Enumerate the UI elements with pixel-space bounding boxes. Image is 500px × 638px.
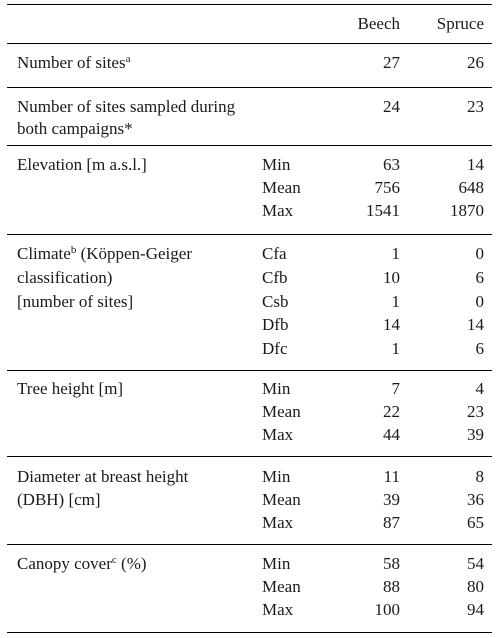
cell-spruce: 6 (475, 339, 485, 358)
top-rule (7, 4, 492, 5)
cell-beech: 14 (383, 315, 400, 334)
sub-label: Csb (262, 292, 289, 311)
cell-spruce: 39 (467, 425, 484, 444)
sub-label: Min (262, 379, 291, 398)
cell-beech: 1 (391, 244, 401, 263)
sub-label: Mean (262, 402, 301, 421)
sub-label: Min (262, 155, 291, 174)
sub-label: Mean (262, 178, 301, 197)
header-beech: Beech (357, 14, 400, 33)
cell-beech: 1 (391, 339, 401, 358)
header-rule (7, 43, 492, 44)
bottom-rule (7, 632, 492, 633)
cell-spruce: 54 (467, 554, 484, 573)
row-label-canopy-cover: Canopy coverc (%) (17, 554, 147, 573)
sub-label: Mean (262, 490, 301, 509)
cell-spruce: 80 (467, 577, 484, 596)
cell-beech: 22 (383, 402, 400, 421)
sub-label: Dfc (262, 339, 288, 358)
sub-label: Max (262, 513, 294, 532)
row-divider (7, 87, 492, 88)
cell-spruce: 4 (475, 379, 485, 398)
row-divider (7, 456, 492, 457)
cell-beech: 39 (383, 490, 400, 509)
sub-label: Mean (262, 577, 301, 596)
cell-spruce: 14 (467, 155, 484, 174)
cell-beech: 87 (383, 513, 400, 532)
sub-label: Max (262, 201, 294, 220)
cell-beech: 88 (383, 577, 400, 596)
cell-beech: 58 (383, 554, 400, 573)
cell-spruce: 26 (467, 53, 484, 72)
cell-spruce: 65 (467, 513, 484, 532)
row-label-dbh-line1: Diameter at breast height (17, 467, 189, 486)
cell-spruce: 0 (475, 292, 485, 311)
row-divider (7, 544, 492, 545)
row-label-climate-line2: classification) (17, 268, 113, 287)
row-label-climate-line1: Climateb (Köppen-Geiger (17, 244, 192, 263)
row-divider (7, 234, 492, 235)
row-label-tree-height: Tree height [m] (17, 379, 124, 398)
cell-beech: 11 (383, 467, 400, 486)
cell-spruce: 0 (475, 244, 485, 263)
cell-spruce: 8 (475, 467, 485, 486)
row-divider (7, 145, 492, 146)
cell-spruce: 6 (475, 268, 485, 287)
row-label-sites: Number of sitesa (17, 53, 131, 72)
row-label-elevation: Elevation [m a.s.l.] (17, 155, 147, 174)
cell-spruce: 648 (458, 178, 485, 197)
header-spruce: Spruce (436, 14, 484, 33)
cell-beech: 24 (383, 97, 400, 116)
cell-beech: 63 (383, 155, 400, 174)
row-label-climate-line3: [number of sites] (17, 292, 134, 311)
cell-spruce: 14 (467, 315, 484, 334)
cell-beech: 756 (374, 178, 401, 197)
cell-beech: 7 (391, 379, 401, 398)
cell-spruce: 23 (467, 97, 484, 116)
sub-label: Min (262, 554, 291, 573)
row-divider (7, 370, 492, 371)
row-label-sampled-line1: Number of sites sampled during (17, 97, 236, 116)
sub-label: Max (262, 425, 294, 444)
sub-label: Min (262, 467, 291, 486)
cell-beech: 44 (383, 425, 400, 444)
sub-label: Max (262, 600, 294, 619)
cell-spruce: 1870 (450, 201, 484, 220)
cell-beech: 1541 (366, 201, 400, 220)
row-label-sampled-line2: both campaigns* (17, 119, 133, 138)
sub-label: Dfb (262, 315, 289, 334)
cell-beech: 1 (391, 292, 401, 311)
cell-beech: 27 (383, 53, 400, 72)
cell-spruce: 94 (467, 600, 484, 619)
cell-spruce: 23 (467, 402, 484, 421)
sub-label: Cfa (262, 244, 287, 263)
sub-label: Cfb (262, 268, 288, 287)
cell-spruce: 36 (467, 490, 484, 509)
cell-beech: 100 (374, 600, 401, 619)
row-label-dbh-line2: (DBH) [cm] (17, 490, 101, 509)
cell-beech: 10 (383, 268, 400, 287)
